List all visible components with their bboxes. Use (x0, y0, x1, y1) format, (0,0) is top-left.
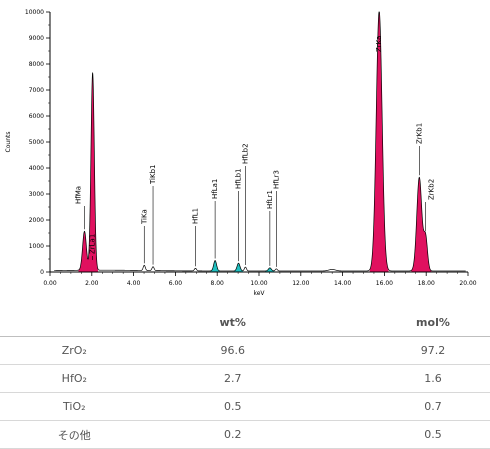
y-tick-label: 7000 (29, 87, 44, 94)
y-tick-label: 2000 (29, 217, 44, 224)
mol-cell: 1.6 (424, 372, 442, 385)
y-tick-label: 4000 (29, 165, 44, 172)
spectrum-line (54, 11, 466, 272)
y-tick-label: 5000 (29, 139, 44, 146)
spectrum-plot: 0.00 2.00 4.00 6.00 8.00 10.00 12.00 14.00 16.00… (5, 9, 477, 297)
peak-label-hflr1: HfLr1 (266, 190, 274, 209)
peak-label-zrla1: ZrLa1 (89, 234, 97, 254)
peak-fill-hflr1 (265, 267, 275, 272)
peak-label-tikb1: TiKb1 (149, 165, 157, 186)
composition-table: wt% mol% ZrO₂ 96.6 97.2 HfO₂ 2.7 1.6 TiO… (0, 308, 490, 449)
x-tick-label: 0.00 (43, 280, 57, 287)
mol-cell: 0.7 (424, 400, 442, 413)
x-tick-label: 6.00 (169, 280, 183, 287)
x-tick-label: 18.00 (418, 280, 435, 287)
table-row: HfO₂ 2.7 1.6 (0, 365, 490, 393)
compound-cell: TiO₂ (63, 400, 86, 413)
header-mol: mol% (416, 315, 450, 329)
x-axis-ticks: 0.00 2.00 4.00 6.00 8.00 10.00 12.00 14.00 16.00… (43, 272, 477, 287)
y-tick-label: 10000 (25, 9, 44, 16)
y-axis-title: Counts (5, 132, 12, 153)
x-tick-label: 10.00 (250, 280, 267, 287)
x-tick-label: 8.00 (211, 280, 225, 287)
x-axis-title: keV (253, 290, 265, 297)
peak-label-hfla1: HfLa1 (211, 179, 219, 199)
peak-label-hfma: HfMa (74, 186, 82, 204)
peak-label-hflb2: HfLb2 (241, 143, 249, 164)
mol-cell: 97.2 (420, 344, 446, 357)
peak-fill-hflb1 (233, 263, 244, 272)
x-tick-label: 16.00 (376, 280, 393, 287)
compound-cell: ZrO₂ (61, 344, 87, 357)
wt-cell: 0.5 (223, 400, 242, 413)
y-tick-label: 6000 (29, 113, 44, 120)
x-tick-label: 2.00 (85, 280, 99, 287)
peak-label-zrka: ZrKa (375, 36, 383, 52)
y-tick-label: 0 (40, 269, 44, 276)
y-tick-label: 1000 (29, 243, 44, 250)
y-tick-label: 8000 (29, 61, 44, 68)
peak-label-zrkb1: ZrKb1 (415, 123, 423, 144)
y-tick-label: 3000 (29, 191, 44, 198)
x-tick-label: 4.00 (127, 280, 141, 287)
eds-spectrum-chart: 0.00 2.00 4.00 6.00 8.00 10.00 12.00 14.00 16.00… (5, 9, 477, 297)
x-tick-label: 20.00 (459, 280, 476, 287)
x-tick-label: 12.00 (292, 280, 309, 287)
header-compound (0, 308, 149, 337)
peak-fill-hfla1 (210, 260, 220, 272)
y-tick-label: 9000 (29, 35, 44, 42)
peak-labels: HfMa ZrLa1 TiKa TiKb1 HfL1 HfLa1 HfLb1 HfLb2 HfL… (74, 36, 436, 267)
table-row: TiO₂ 0.5 0.7 (0, 393, 490, 421)
table-header-row: wt% mol% (0, 308, 490, 337)
peak-label-hfl1: HfL1 (191, 208, 199, 224)
wt-cell: 2.7 (223, 372, 242, 385)
header-wt: wt% (219, 315, 246, 329)
compound-cell: HfO₂ (61, 372, 87, 385)
peak-label-hflb1: HfLb1 (235, 168, 243, 189)
y-axis-ticks: 0 1000 2000 3000 4000 5000 6000 7000 8000 9000 100… (25, 9, 50, 276)
peak-fill-zrkb2 (419, 177, 432, 272)
x-tick-label: 14.00 (334, 280, 351, 287)
peak-label-zrkb2: ZrKb2 (428, 179, 436, 200)
peak-label-tika: TiKa (140, 209, 148, 225)
table-row: ZrO₂ 96.6 97.2 (0, 337, 490, 365)
peak-label-hflr3: HfLr3 (272, 170, 280, 189)
wt-cell: 96.6 (220, 344, 245, 357)
